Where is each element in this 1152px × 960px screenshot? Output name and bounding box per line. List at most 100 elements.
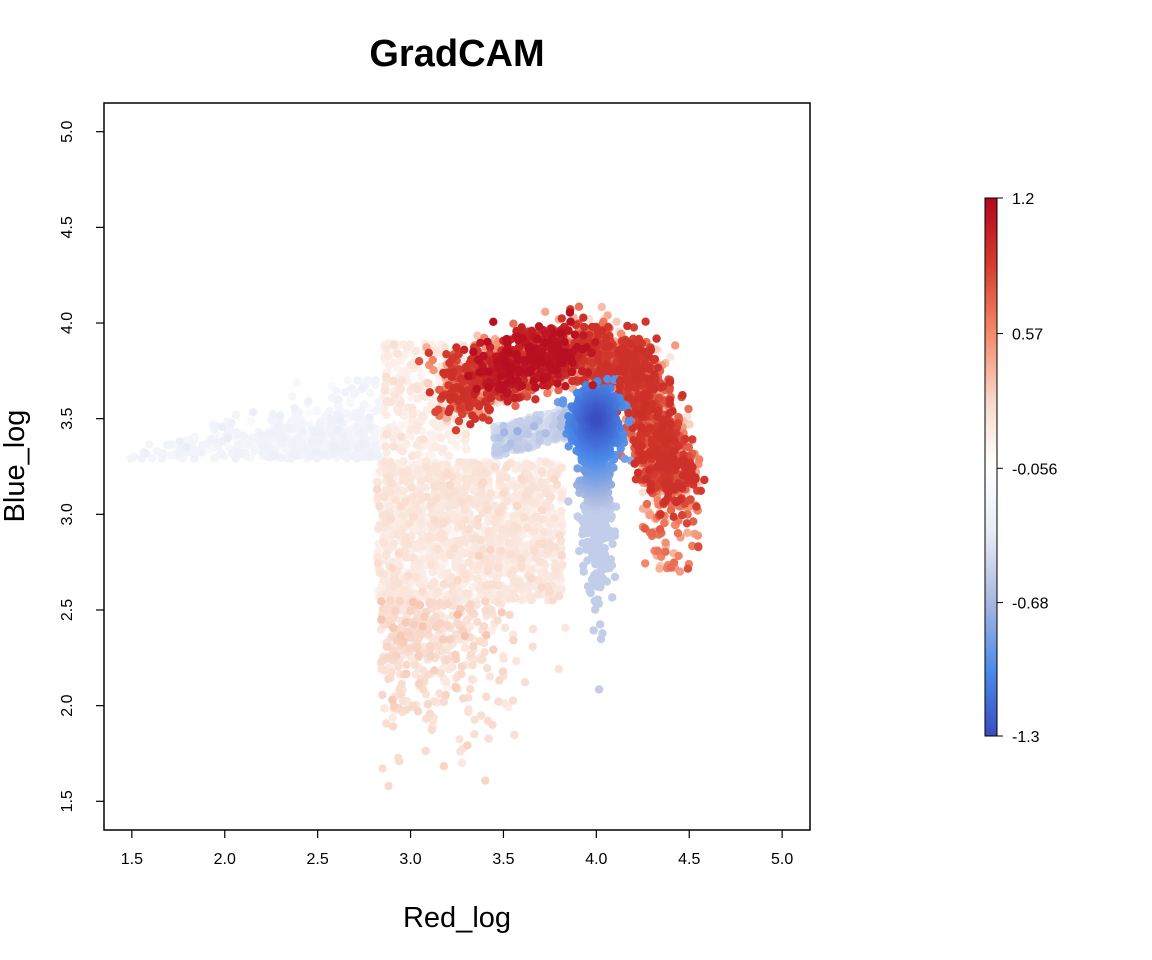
- scatter-point: [538, 539, 547, 549]
- scatter-point: [391, 426, 400, 435]
- scatter-point: [540, 528, 549, 537]
- scatter-point: [545, 587, 554, 597]
- scatter-point: [371, 376, 380, 385]
- scatter-point: [673, 529, 683, 538]
- scatter-point: [418, 622, 427, 631]
- scatter-point: [557, 507, 566, 516]
- scatter-point: [486, 545, 495, 554]
- scatter-point: [258, 441, 267, 450]
- scatter-point: [548, 596, 557, 605]
- scatter-point: [469, 642, 478, 651]
- scatter-point: [279, 433, 288, 442]
- scatter-point: [495, 676, 504, 685]
- scatter-point: [231, 454, 240, 463]
- scatter-point: [462, 589, 471, 598]
- scatter-point: [529, 546, 539, 556]
- scatter-point: [442, 655, 451, 665]
- scatter-point: [365, 413, 374, 422]
- scatter-point: [304, 408, 313, 417]
- scatter-point: [396, 689, 406, 699]
- scatter-point: [345, 398, 355, 408]
- scatter-point: [466, 550, 476, 560]
- scatter-point: [463, 741, 472, 750]
- scatter-point: [537, 583, 546, 592]
- scatter-point: [443, 621, 452, 630]
- scatter-point: [397, 680, 406, 689]
- scatter-point: [423, 700, 432, 709]
- scatter-point: [462, 445, 471, 454]
- scatter-point: [509, 636, 518, 645]
- scatter-point: [500, 623, 510, 632]
- scatter-point: [314, 437, 324, 447]
- scatter-point: [391, 651, 401, 660]
- scatter-point: [384, 351, 393, 361]
- scatter-point: [247, 416, 256, 425]
- scatter-point: [424, 532, 433, 541]
- scatter-point: [487, 626, 496, 635]
- scatter-point: [393, 530, 402, 539]
- scatter-point: [594, 685, 604, 694]
- scatter-point: [655, 525, 665, 534]
- scatter-point: [190, 454, 199, 463]
- scatter-point: [455, 735, 464, 744]
- scatter-point: [384, 362, 394, 371]
- scatter-point: [461, 429, 471, 439]
- scatter-point: [557, 521, 567, 530]
- scatter-point: [552, 565, 561, 575]
- scatter-point: [542, 457, 551, 467]
- scatter-point: [175, 437, 184, 446]
- scatter-point: [495, 590, 504, 600]
- scatter-point: [585, 538, 595, 547]
- scatter-point: [523, 430, 533, 439]
- scatter-point: [162, 440, 172, 449]
- scatter-point: [269, 428, 278, 437]
- scatter-point: [508, 696, 518, 705]
- scatter-point: [206, 435, 216, 444]
- scatter-point: [606, 533, 615, 542]
- scatter-point: [464, 707, 473, 717]
- scatter-point: [555, 531, 564, 540]
- scatter-point: [528, 642, 537, 651]
- scatter-point: [354, 410, 363, 420]
- scatter-point: [319, 450, 329, 460]
- scatter-point: [495, 476, 505, 485]
- scatter-point: [373, 477, 382, 487]
- scatter-point: [522, 491, 531, 501]
- scatter-point: [127, 454, 136, 463]
- scatter-point: [457, 669, 466, 679]
- scatter-point: [541, 307, 550, 316]
- scatter-point: [537, 506, 547, 515]
- scatter-point: [385, 501, 394, 511]
- scatter-point: [599, 514, 608, 524]
- scatter-point: [399, 457, 408, 466]
- scatter-point: [438, 533, 447, 543]
- scatter-point: [423, 474, 433, 483]
- scatter-point: [443, 430, 453, 439]
- scatter-point: [388, 713, 397, 722]
- scatter-point: [397, 376, 407, 385]
- scatter-points: [127, 302, 709, 791]
- scatter-point: [483, 566, 493, 576]
- scatter-point: [500, 428, 509, 437]
- scatter-point: [384, 781, 393, 791]
- scatter-point: [520, 678, 530, 687]
- scatter-point: [398, 467, 407, 477]
- scatter-point: [373, 404, 382, 414]
- scatter-point: [382, 550, 391, 559]
- scatter-point: [292, 378, 301, 387]
- scatter-point: [547, 492, 556, 502]
- scatter-point: [451, 683, 461, 693]
- scatter-point: [583, 556, 592, 565]
- scatter-point: [284, 424, 294, 433]
- scatter-point: [465, 494, 474, 504]
- scatter-point: [381, 442, 390, 451]
- scatter-point: [492, 514, 502, 524]
- scatter-point: [231, 410, 240, 420]
- scatter-point: [574, 302, 584, 311]
- scatter-point: [402, 439, 411, 449]
- scatter-point: [388, 623, 398, 633]
- scatter-point: [411, 573, 421, 582]
- scatter-point: [522, 523, 532, 532]
- scatter-point: [498, 667, 508, 676]
- scatter-point: [489, 645, 498, 654]
